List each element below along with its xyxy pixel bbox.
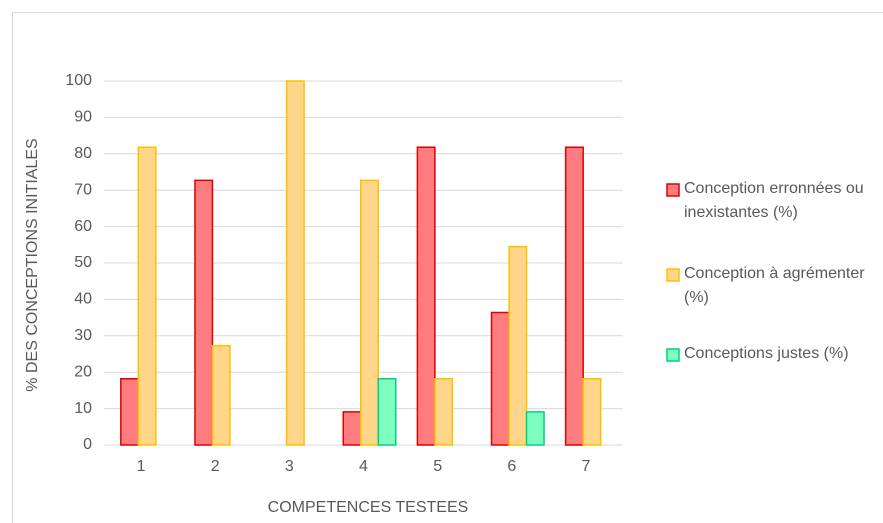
bar bbox=[137, 146, 157, 446]
x-tick-label: 3 bbox=[285, 458, 294, 475]
x-tick-label: 6 bbox=[507, 458, 516, 475]
legend-swatch bbox=[666, 348, 680, 362]
bar bbox=[525, 411, 545, 446]
bar bbox=[508, 245, 528, 446]
bar bbox=[360, 179, 379, 446]
x-tick-label: 5 bbox=[433, 458, 442, 475]
y-tick-label: 30 bbox=[74, 327, 92, 344]
y-tick-label: 40 bbox=[74, 291, 92, 308]
y-tick-label: 60 bbox=[74, 218, 92, 235]
bar bbox=[564, 146, 584, 446]
bar bbox=[285, 80, 305, 446]
y-tick-label: 50 bbox=[74, 254, 92, 271]
x-axis-label: COMPETENCES TESTEES bbox=[268, 499, 469, 516]
y-tick-label: 0 bbox=[83, 436, 92, 453]
x-tick-label: 7 bbox=[581, 458, 590, 475]
legend-label: Conception à agrémenter (%) bbox=[684, 265, 865, 306]
chart-frame bbox=[12, 12, 883, 523]
bar bbox=[194, 179, 214, 446]
x-tick-label: 1 bbox=[137, 458, 146, 475]
bar bbox=[211, 344, 231, 446]
y-tick-label: 70 bbox=[74, 181, 92, 198]
y-tick-label: 90 bbox=[74, 109, 92, 126]
y-tick-label: 100 bbox=[65, 72, 92, 89]
y-tick-label: 80 bbox=[74, 145, 92, 162]
bar bbox=[490, 311, 510, 446]
x-tick-label: 2 bbox=[211, 458, 220, 475]
legend-swatch bbox=[666, 268, 680, 282]
bar bbox=[120, 378, 140, 446]
y-axis-label: % DES CONCEPTIONS INITIALES bbox=[24, 138, 41, 391]
legend-entry: Conception erronnées ou inexistantes (%) bbox=[684, 180, 864, 221]
legend-label: Conceptions justes (%) bbox=[684, 345, 849, 362]
y-tick-label: 20 bbox=[74, 363, 92, 380]
bar bbox=[434, 378, 454, 446]
x-tick-label: 4 bbox=[359, 458, 368, 475]
legend-swatch bbox=[666, 183, 680, 197]
bar bbox=[377, 378, 397, 446]
bar bbox=[342, 411, 362, 446]
legend-entry: Conceptions justes (%) bbox=[684, 345, 849, 362]
legend-entry: Conception à agrémenter (%) bbox=[684, 265, 865, 306]
bar bbox=[416, 146, 436, 446]
y-tick-label: 10 bbox=[74, 400, 92, 417]
legend-label: Conception erronnées ou inexistantes (%) bbox=[684, 180, 864, 221]
bar bbox=[582, 378, 602, 446]
